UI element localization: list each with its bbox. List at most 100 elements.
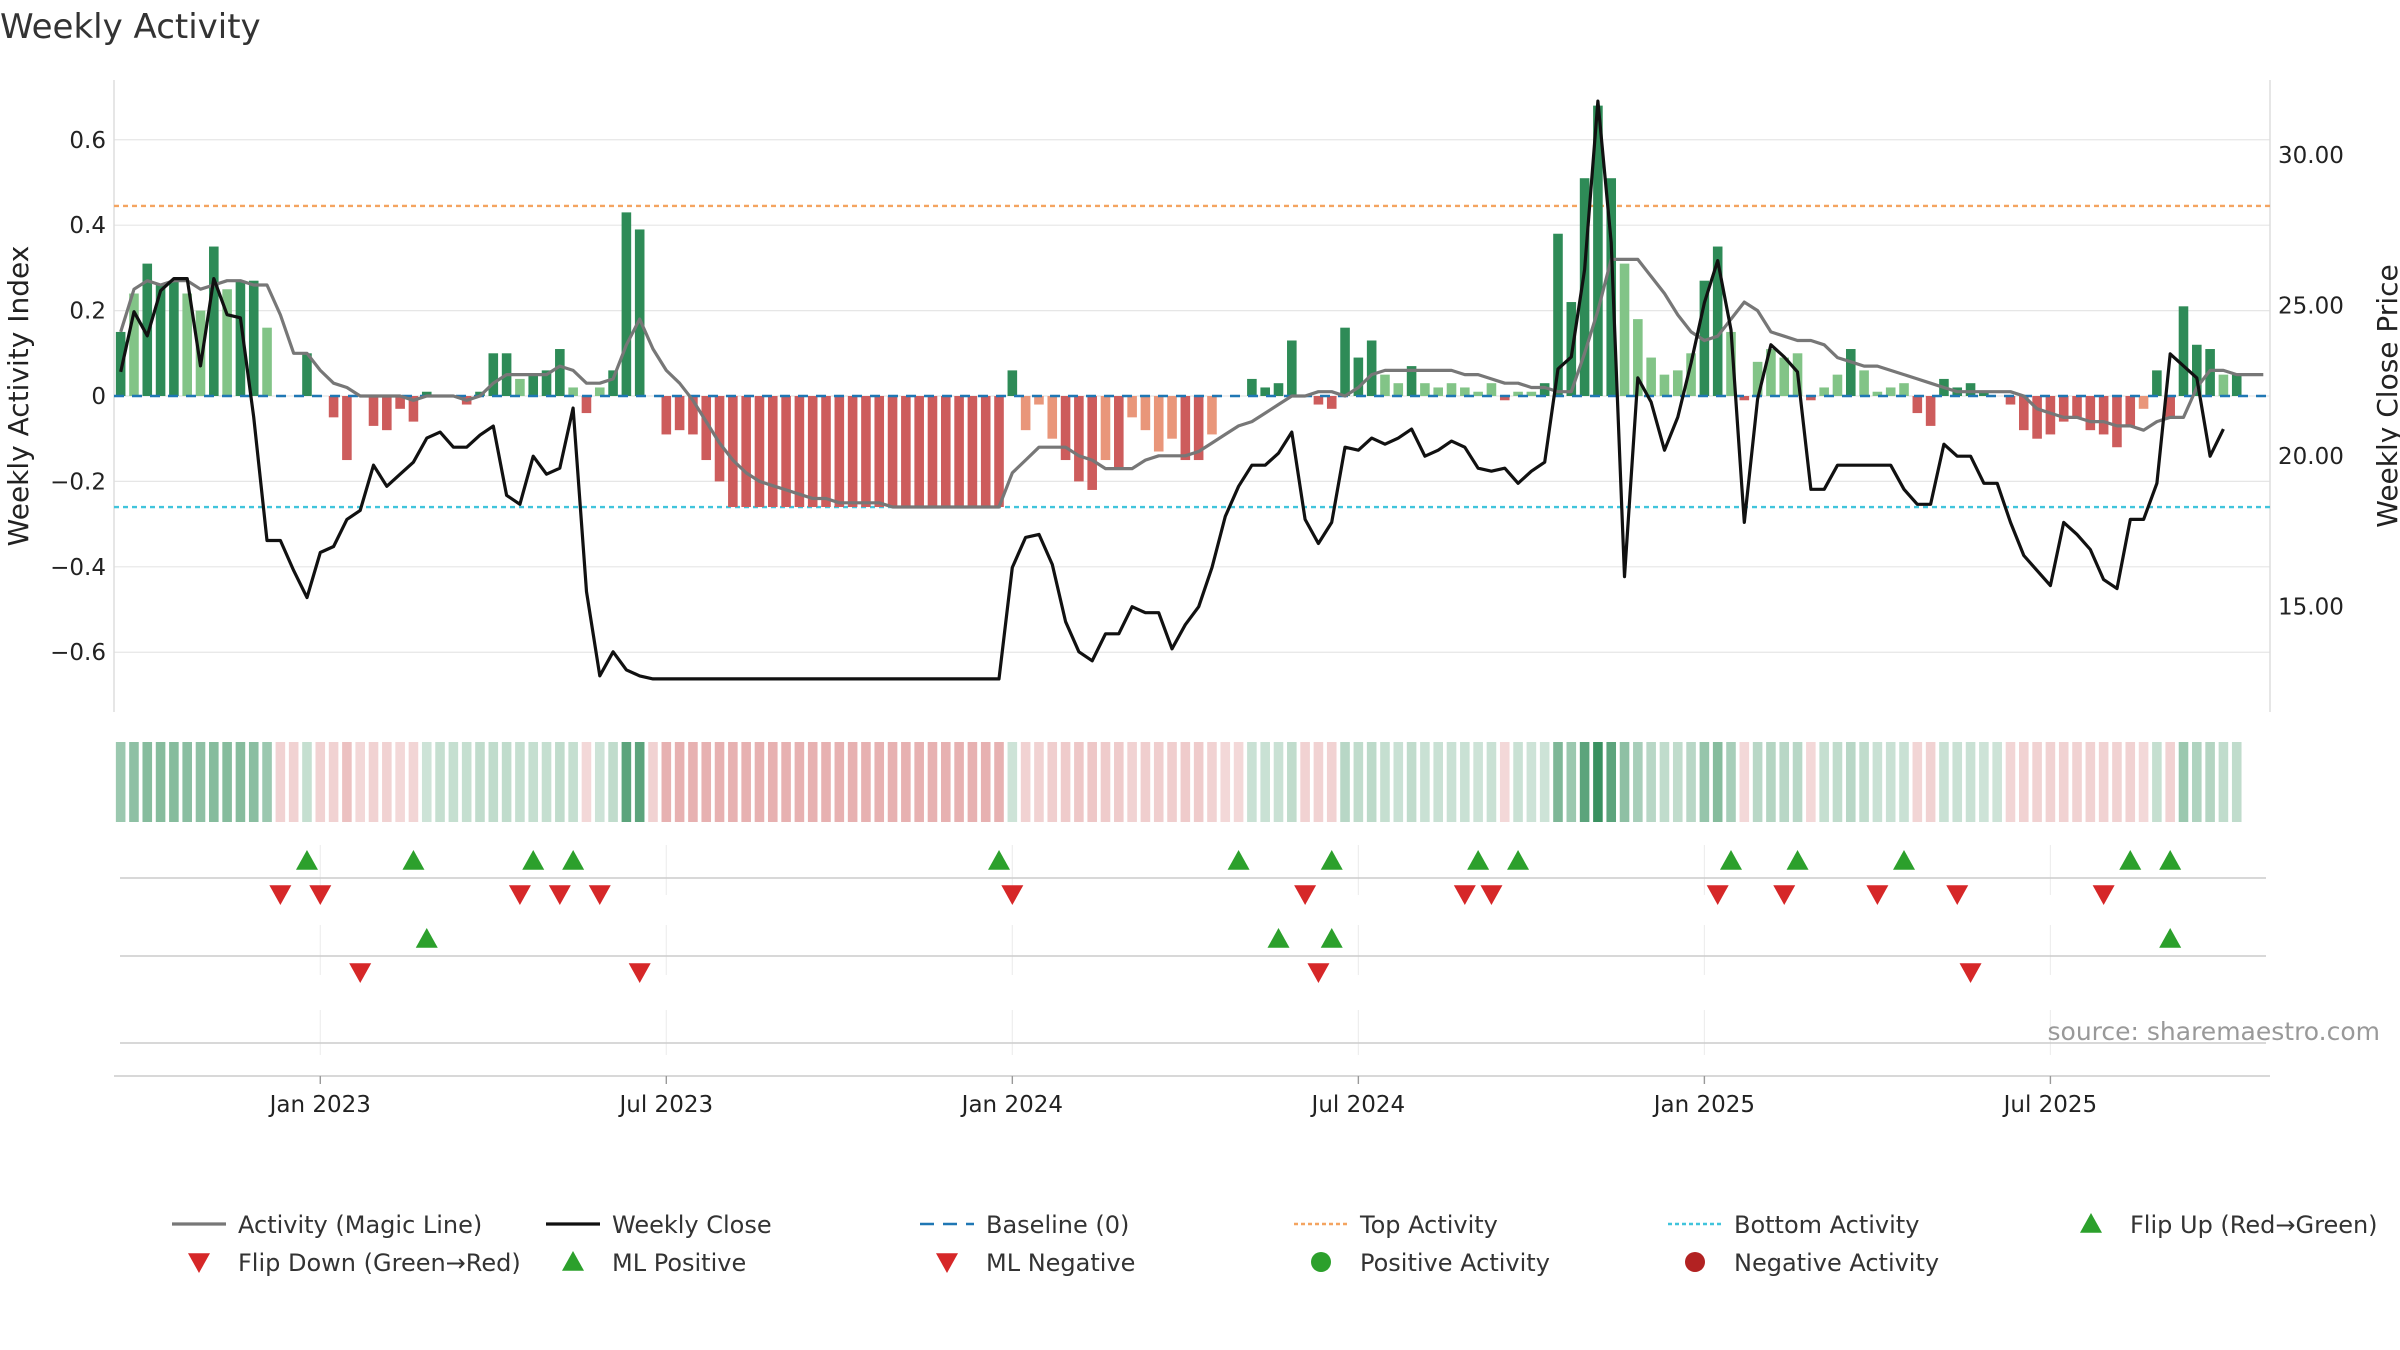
strip-cell [328, 742, 339, 822]
strip-cell [1832, 742, 1843, 822]
strip-cell [1553, 742, 1563, 822]
activity-bar [594, 387, 605, 396]
source-label: source: sharemaestro.com [2048, 1017, 2381, 1046]
activity-bar [2231, 374, 2242, 396]
activity-bar [2218, 374, 2229, 396]
strip-cell [874, 742, 885, 822]
activity-bar [1153, 396, 1164, 452]
strip-cell [395, 742, 405, 822]
strip-cell [1393, 742, 1404, 822]
strip-cell [1047, 742, 1058, 822]
strip-cell [1473, 742, 1483, 822]
strip-cell [1792, 742, 1803, 822]
strip-cell [1952, 742, 1963, 822]
strip-cell [235, 742, 246, 822]
strip-cell [1939, 742, 1949, 822]
strip-cell [1885, 742, 1896, 822]
activity-bar [342, 396, 352, 461]
legend-label: Baseline (0) [986, 1211, 1129, 1239]
y-tick-label: 0 [91, 384, 106, 410]
strip-cell [714, 742, 725, 822]
x-tick-label: Jan 2025 [1652, 1092, 1755, 1118]
activity-bar [1340, 327, 1350, 396]
activity-bar [861, 396, 871, 508]
activity-bar [2098, 396, 2109, 435]
y-tick-label: 0.6 [69, 128, 106, 154]
strip-cell [1100, 742, 1111, 822]
activity-bar [368, 396, 379, 426]
strip-cell [967, 742, 978, 822]
strip-cell [1633, 742, 1643, 822]
strip-cell [1899, 742, 1909, 822]
strip-cell [661, 742, 672, 822]
activity-bar [1845, 349, 1856, 396]
strip-cell [262, 742, 272, 822]
activity-bar [555, 349, 565, 396]
magic-line [119, 257, 2264, 509]
legend-swatch [1685, 1252, 1705, 1272]
legend-label: Weekly Close [612, 1211, 772, 1239]
activity-bar [887, 396, 898, 508]
activity-bar [1539, 383, 1550, 396]
activity-bar [1526, 391, 1537, 396]
activity-bar [741, 396, 751, 508]
strip-cell [129, 742, 139, 822]
strip-cell [1074, 742, 1084, 822]
activity-bar [1672, 370, 1683, 396]
strip-cell [2098, 742, 2109, 822]
strip-cell [1806, 742, 1816, 822]
strip-cell [342, 742, 352, 822]
legend-swatch [2080, 1213, 2102, 1233]
flip-down-marker [1294, 885, 1317, 905]
activity-bar [781, 396, 791, 508]
y2-tick-label: 15.00 [2278, 595, 2344, 621]
activity-bar [2005, 396, 2016, 405]
flip-down-marker [1946, 885, 1969, 905]
activity-bar [1553, 233, 1563, 396]
flip-up-marker [2119, 850, 2142, 870]
activity-bar [1766, 349, 1776, 396]
strip-cell [648, 742, 658, 822]
strip-cell [794, 742, 805, 822]
strip-cell [1433, 742, 1444, 822]
activity-bar [488, 353, 499, 396]
y-tick-label: 0.2 [69, 299, 106, 325]
strip-cell [1340, 742, 1350, 822]
activity-bar [980, 396, 991, 508]
activity-bar [2058, 396, 2069, 422]
legend-label: Flip Down (Green→Red) [238, 1249, 521, 1277]
activity-bar [1074, 396, 1084, 482]
activity-bar [1619, 263, 1630, 396]
strip-cell [701, 742, 712, 822]
activity-bar [1646, 357, 1656, 396]
activity-bar [302, 353, 312, 396]
activity-bar [421, 391, 432, 396]
strip-cell [2152, 742, 2162, 822]
strip-cell [1313, 742, 1324, 822]
strip-cell [248, 742, 259, 822]
activity-bar [847, 396, 858, 508]
strip-cell [1872, 742, 1883, 822]
strip-cell [2192, 742, 2202, 822]
ml-negative-marker [349, 963, 372, 983]
strip-cell [1273, 742, 1284, 822]
strip-cell [980, 742, 991, 822]
flip-down-marker [269, 885, 292, 905]
flip-down-marker [309, 885, 332, 905]
strip-cell [155, 742, 166, 822]
ml-negative-marker [1959, 963, 1982, 983]
activity-bar [927, 396, 938, 508]
strip-cell [1859, 742, 1869, 822]
strip-cell [1260, 742, 1270, 822]
strip-cell [1034, 742, 1044, 822]
flip-down-marker [508, 885, 531, 905]
activity-bar [1965, 383, 1976, 396]
strip-cell [1659, 742, 1670, 822]
activity-bar [1406, 366, 1417, 396]
activity-bar [1872, 391, 1883, 396]
activity-bar [821, 396, 831, 508]
strip-cell [914, 742, 924, 822]
strip-cell [275, 742, 286, 822]
activity-bar [1699, 280, 1710, 396]
activity-bar [807, 396, 818, 508]
